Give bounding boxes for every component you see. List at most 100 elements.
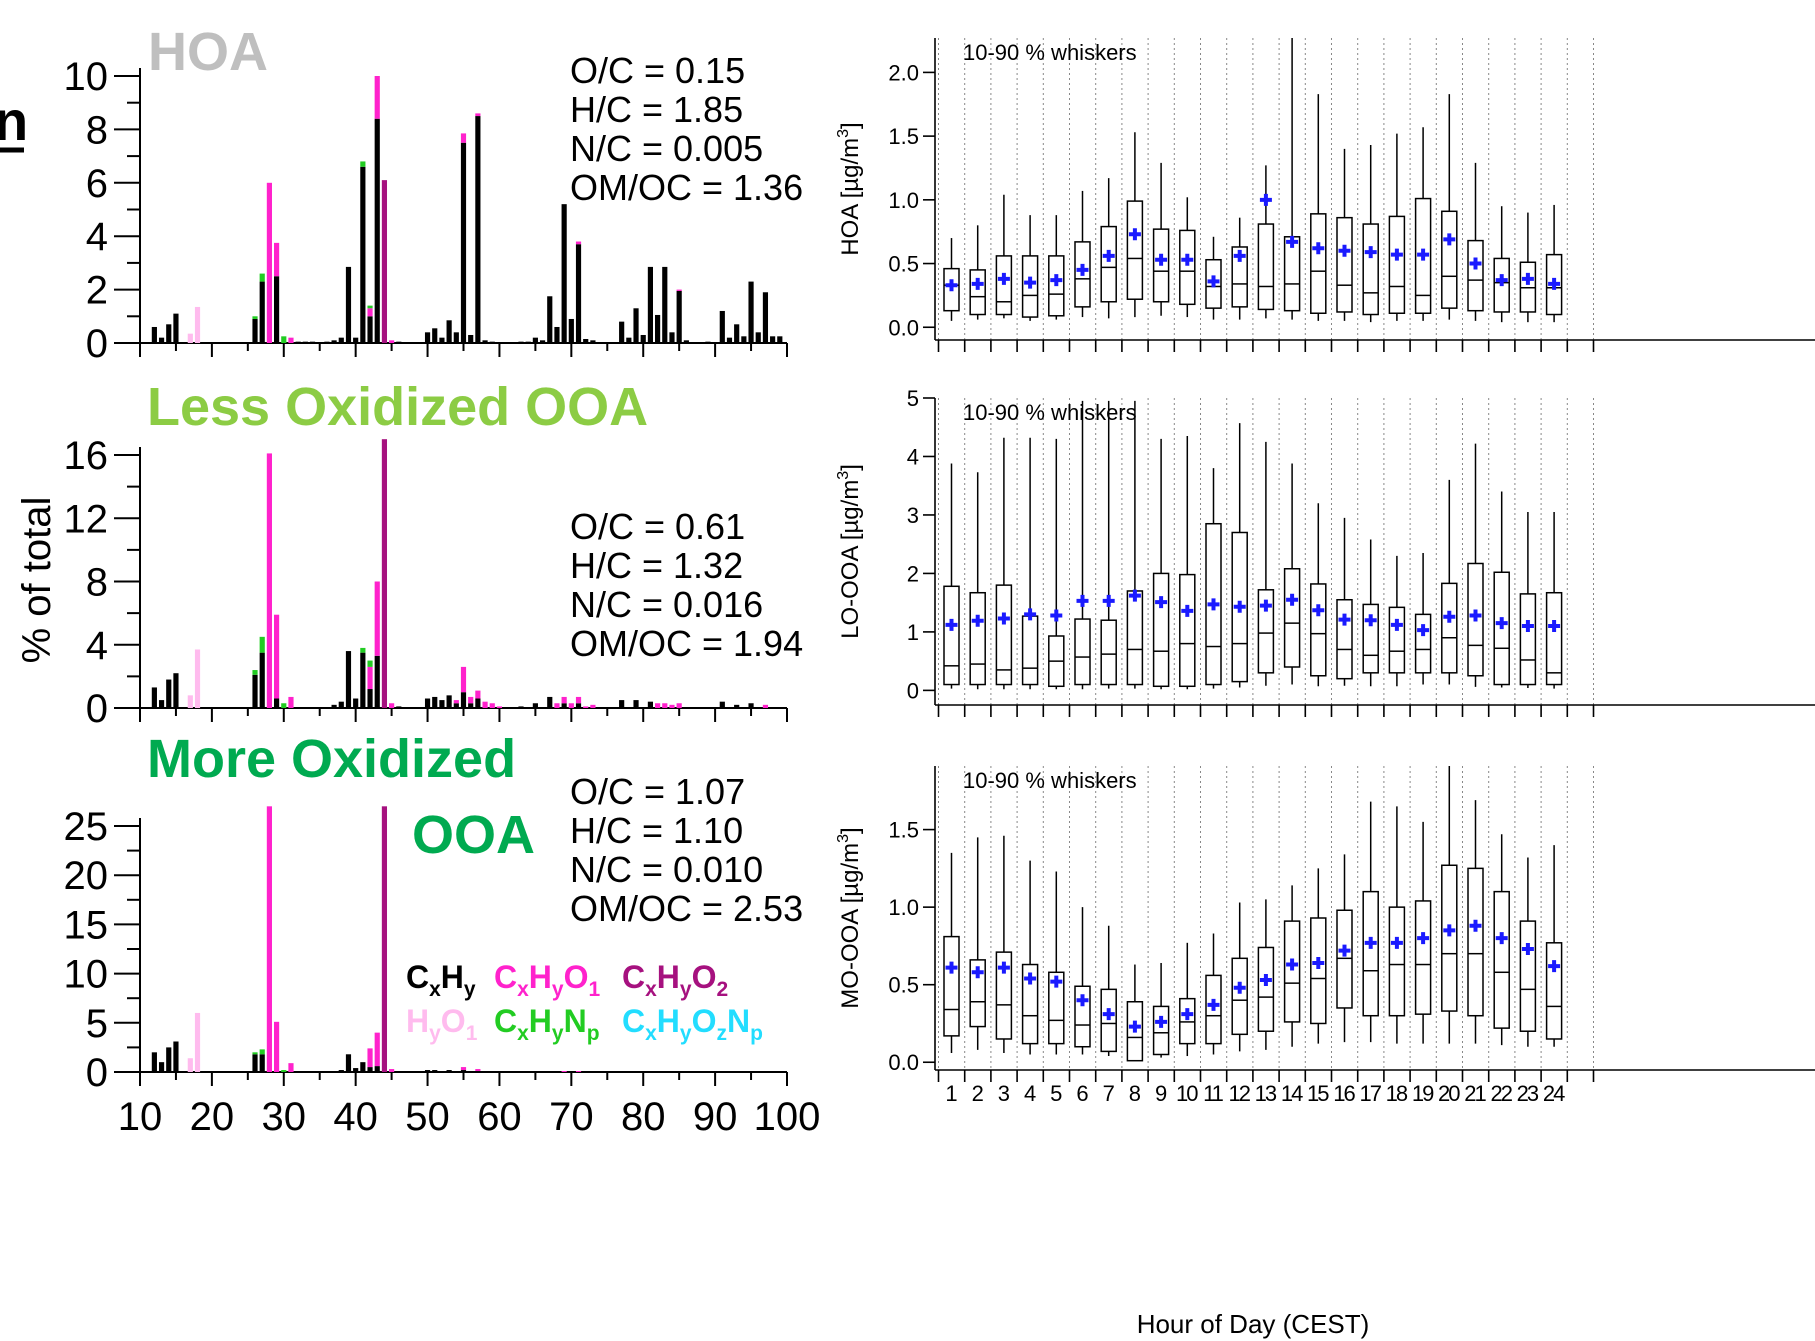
box-hour-4 xyxy=(1021,215,1039,321)
bar-mz84-CxHy xyxy=(669,332,675,343)
bar-mz77-CxHy xyxy=(619,700,625,708)
mean-marker xyxy=(1076,994,1089,1007)
mean-marker xyxy=(997,612,1010,625)
hour-label: 20 xyxy=(1438,1081,1460,1106)
iqr-box xyxy=(1310,583,1327,677)
y-tick-label: 8 xyxy=(86,108,108,152)
box-hour-5 xyxy=(1048,215,1065,320)
bar-mz70-CxHyO1 xyxy=(568,703,574,708)
box-hour-3 xyxy=(995,835,1013,1053)
bar-mz98-CxHy xyxy=(770,336,776,343)
box-hour-13 xyxy=(1257,899,1275,1050)
mean-marker xyxy=(1207,598,1220,611)
box-hour-22 xyxy=(1493,491,1510,688)
bar-mz39-CxHy xyxy=(345,266,352,343)
bar-mz81-CxHy xyxy=(647,266,653,343)
bar-mz55-CxHyO1 xyxy=(460,666,467,693)
mean-marker xyxy=(1233,981,1246,994)
bar-mz41-CxHyNp xyxy=(360,647,366,653)
bar-mz64-CxHy xyxy=(525,341,531,343)
x-tick-label: 20 xyxy=(190,1095,235,1139)
mean-marker xyxy=(1233,600,1246,613)
ratio-hc: H/C = 1.10 xyxy=(570,810,743,851)
hour-label: 4 xyxy=(1024,1081,1036,1106)
iqr-box xyxy=(1126,590,1144,686)
bar-mz29-CxHy xyxy=(274,276,280,343)
bar-mz46-CxHy xyxy=(396,341,402,343)
mean-marker xyxy=(1364,246,1377,259)
mean-marker xyxy=(1338,944,1351,957)
bar-mz42-CxHyNp xyxy=(367,305,373,309)
box-hour-15 xyxy=(1310,94,1327,321)
mean-marker xyxy=(1390,618,1403,631)
bar-mz42-CxHyO1 xyxy=(367,308,373,317)
iqr-box xyxy=(1441,210,1458,309)
y-axis-label: LO-OOA [µg/m3] xyxy=(835,464,864,639)
y-tick-label: 4 xyxy=(86,215,108,259)
iqr-box xyxy=(1519,593,1537,686)
box-hour-3 xyxy=(995,194,1013,319)
bar-mz91-CxHy xyxy=(719,701,725,708)
bar-mz34-CxHy xyxy=(309,341,316,343)
box-hour-13 xyxy=(1257,165,1275,319)
iqr-box xyxy=(943,935,960,1037)
legend-CxHyNp: CxHyNp xyxy=(494,1003,600,1045)
ratio-omoc: OM/OC = 1.36 xyxy=(570,167,803,208)
box-hour-13 xyxy=(1257,441,1275,686)
ratio-hc: H/C = 1.85 xyxy=(570,89,743,130)
bar-mz41-CxHy xyxy=(360,652,366,708)
box-hour-16 xyxy=(1336,517,1353,686)
box-hour-4 xyxy=(1021,437,1039,690)
y-tick-label: 10 xyxy=(64,55,109,99)
bar-mz93-CxHy xyxy=(734,704,740,708)
mean-marker xyxy=(1076,263,1089,276)
whiskers-note: 10-90 % whiskers xyxy=(963,400,1137,425)
ratio-omoc: OM/OC = 2.53 xyxy=(570,888,803,929)
iqr-box xyxy=(995,951,1013,1040)
mean-marker xyxy=(1259,974,1272,987)
bar-mz56-CxHyO1 xyxy=(468,696,474,704)
bar-mz69-CxHyO1 xyxy=(561,1071,567,1072)
bar-mz53-CxHy xyxy=(446,320,452,343)
bar-mz54-CxHy xyxy=(453,703,459,708)
box-hour-11 xyxy=(1205,236,1222,320)
iqr-box xyxy=(943,585,960,686)
bar-mz37-CxHy xyxy=(331,340,337,343)
bar-mz85-CxHyO1 xyxy=(676,289,682,291)
bar-mz91-CxHy xyxy=(719,310,725,343)
iqr-box xyxy=(1179,229,1196,306)
bar-mz99-CxHy xyxy=(777,336,783,343)
iqr-box xyxy=(1362,223,1379,316)
box-hour-7 xyxy=(1100,925,1117,1057)
iqr-box xyxy=(1441,582,1458,674)
legend-CxHyO2: CxHyO2 xyxy=(622,959,728,1001)
box-hour-24 xyxy=(1545,845,1563,1047)
iqr-box xyxy=(1231,246,1248,308)
left-edge-fragment: n xyxy=(0,89,28,152)
bar-mz83-CxHy xyxy=(662,266,668,343)
mean-marker xyxy=(945,961,958,974)
bar-mz44-CxHyO2 xyxy=(381,180,388,343)
box-hour-14 xyxy=(1283,38,1301,320)
mean-marker xyxy=(1390,936,1403,949)
diurnal-xlabel: Hour of Day (CEST) xyxy=(1137,1309,1370,1339)
box-hour-7 xyxy=(1100,178,1117,319)
mo-ooa-diurnal-panel: 0.0 0.5 1.0 1.5 MO-OOA [µg/m3] 10-90 % whiske… xyxy=(835,766,1815,1106)
bar-mz66-CxHy xyxy=(539,340,546,343)
box-hour-23 xyxy=(1519,857,1537,1047)
box-hour-3 xyxy=(995,437,1013,690)
bar-mz15-CxHy xyxy=(173,1041,179,1072)
iqr-box xyxy=(1336,598,1353,680)
y-tick-label: 20 xyxy=(64,854,109,898)
mean-marker xyxy=(1364,614,1377,627)
mean-marker xyxy=(1364,936,1377,949)
bar-mz71-CxHyO1 xyxy=(575,241,582,245)
iqr-box xyxy=(1336,909,1353,1009)
bar-mz85-CxHy xyxy=(676,290,682,343)
mean-marker xyxy=(1050,975,1063,988)
box-hour-5 xyxy=(1048,438,1065,690)
bar-mz56-CxHy xyxy=(468,703,474,708)
bar-mz54-CxHy xyxy=(453,332,459,343)
bar-mz26-CxHyNp xyxy=(252,316,258,319)
bar-mz41-CxHy xyxy=(360,1062,366,1072)
